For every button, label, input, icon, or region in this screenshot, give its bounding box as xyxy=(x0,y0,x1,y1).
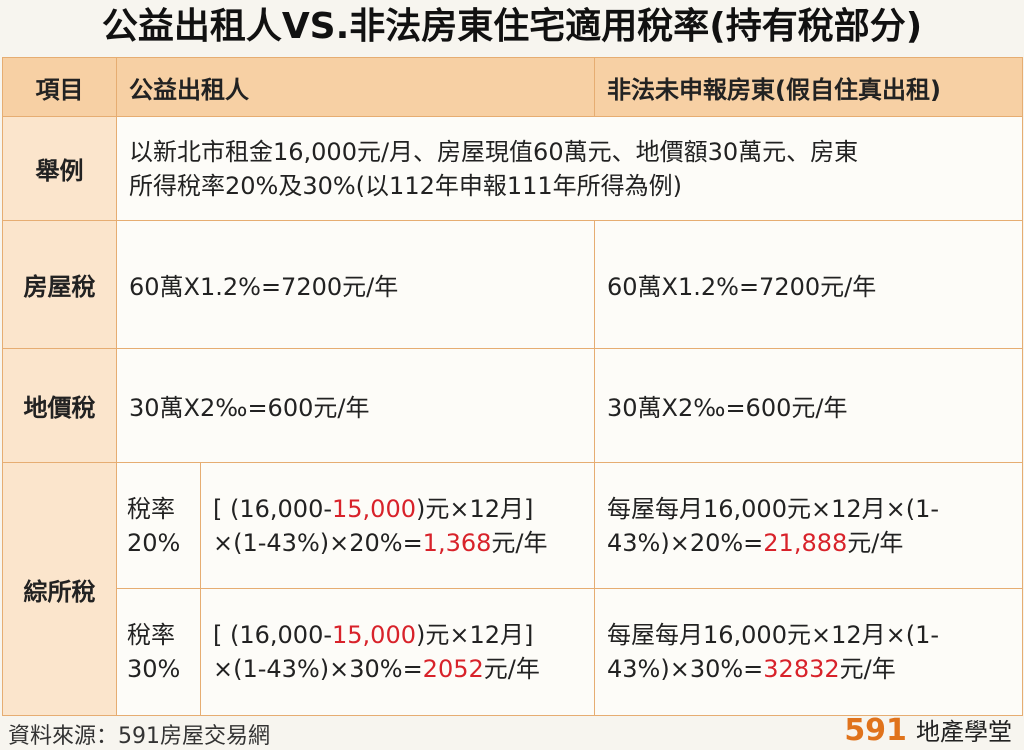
data-source: 資料來源：591房屋交易網 xyxy=(8,724,270,749)
public-20-part-c: )元×12月] xyxy=(415,494,534,523)
land-tax-label: 地價稅 xyxy=(2,348,117,463)
public-30-highlight-result: 2052 xyxy=(422,655,484,683)
illegal-20-line-1: 每屋每月16,000元×12月×(1- xyxy=(607,494,940,523)
public-20-highlight-deduction: 15,000 xyxy=(332,494,416,523)
income-tax-row-30: 稅率 30% [ (16,000-15,000)元×12月] ×(1-43%)×… xyxy=(3,588,1023,716)
example-line-2: 所得稅率20%及30%(以112年申報111年所得為例) xyxy=(129,171,683,200)
public-20-highlight-result: 1,368 xyxy=(422,528,492,557)
income-tax-public-30: [ (16,000-15,000)元×12月] ×(1-43%)×30%=205… xyxy=(200,588,595,716)
logo-number: 591 xyxy=(844,713,907,748)
header-item: 項目 xyxy=(2,57,117,117)
land-tax-public: 30萬X2‰=600元/年 xyxy=(116,348,595,463)
public-20-part-d: ×(1-43%)×20%= xyxy=(213,528,423,557)
public-30-highlight-deduction: 15,000 xyxy=(332,621,416,649)
land-tax-illegal: 30萬X2‰=600元/年 xyxy=(594,348,1023,463)
illegal-30-highlight-result: 32832 xyxy=(763,655,840,683)
rate-30-label: 稅率 30% xyxy=(116,588,201,716)
house-tax-illegal: 60萬X1.2%=7200元/年 xyxy=(594,220,1023,349)
example-line-1: 以新北市租金16,000元/月、房屋現值60萬元、地價額30萬元、房東 xyxy=(129,137,859,166)
illegal-20-part-b: 43%)×20%= xyxy=(607,528,764,557)
public-30-part-a: [ (16,000- xyxy=(213,621,332,649)
rate-20-line-1: 稅率 xyxy=(127,494,175,523)
house-tax-label: 房屋稅 xyxy=(2,220,117,349)
public-20-unit: 元/年 xyxy=(491,528,548,557)
example-row: 舉例 以新北市租金16,000元/月、房屋現值60萬元、地價額30萬元、房東 所… xyxy=(2,116,1023,221)
illegal-30-part-b: 43%)×30%= xyxy=(607,655,764,683)
rate-30-line-1: 稅率 xyxy=(127,621,175,649)
income-tax-public-20: [ (16,000-15,000)元×12月] ×(1-43%)×20%=1,3… xyxy=(200,462,595,589)
header-illegal-landlord: 非法未申報房東(假自住真出租) xyxy=(594,57,1023,117)
rate-30-line-2: 30% xyxy=(127,655,181,683)
table-header-row: 項目 公益出租人 非法未申報房東(假自住真出租) xyxy=(2,57,1023,117)
income-tax-label: 綜所稅 xyxy=(2,462,117,716)
rate-20-line-2: 20% xyxy=(127,528,181,557)
rate-20-label: 稅率 20% xyxy=(116,462,201,589)
public-30-part-d: ×(1-43%)×30%= xyxy=(213,655,423,683)
public-30-part-c: )元×12月] xyxy=(415,621,534,649)
income-tax-illegal-20: 每屋每月16,000元×12月×(1- 43%)×20%=21,888元/年 xyxy=(594,462,1023,589)
income-tax-illegal-30: 每屋每月16,000元×12月×(1- 43%)×30%=32832元/年 xyxy=(594,588,1023,716)
example-label: 舉例 xyxy=(2,116,117,221)
page-title: 公益出租人VS.非法房東住宅適用稅率(持有稅部分) xyxy=(101,6,923,47)
illegal-20-highlight-result: 21,888 xyxy=(763,528,848,557)
land-tax-row: 地價稅 30萬X2‰=600元/年 30萬X2‰=600元/年 xyxy=(2,348,1023,463)
public-30-unit: 元/年 xyxy=(483,655,540,683)
logo-text: 地產學堂 xyxy=(916,718,1012,746)
illegal-30-line-1: 每屋每月16,000元×12月×(1- xyxy=(607,621,940,649)
income-tax-row-20: 綜所稅 稅率 20% [ (16,000-15,000)元×12月] ×(1-4… xyxy=(2,462,1023,716)
tax-comparison-table: 項目 公益出租人 非法未申報房東(假自住真出租) 舉例 以新北市租金16,000… xyxy=(2,57,1023,716)
illegal-30-unit: 元/年 xyxy=(839,655,896,683)
house-tax-public: 60萬X1.2%=7200元/年 xyxy=(116,220,595,349)
public-20-part-a: [ (16,000- xyxy=(213,494,332,523)
header-public-lessor: 公益出租人 xyxy=(116,57,595,117)
illegal-20-unit: 元/年 xyxy=(847,528,904,557)
brand-logo: 591 地產學堂 xyxy=(844,712,1012,748)
example-text: 以新北市租金16,000元/月、房屋現值60萬元、地價額30萬元、房東 所得稅率… xyxy=(116,116,1023,221)
house-tax-row: 房屋稅 60萬X1.2%=7200元/年 60萬X1.2%=7200元/年 xyxy=(2,220,1023,349)
